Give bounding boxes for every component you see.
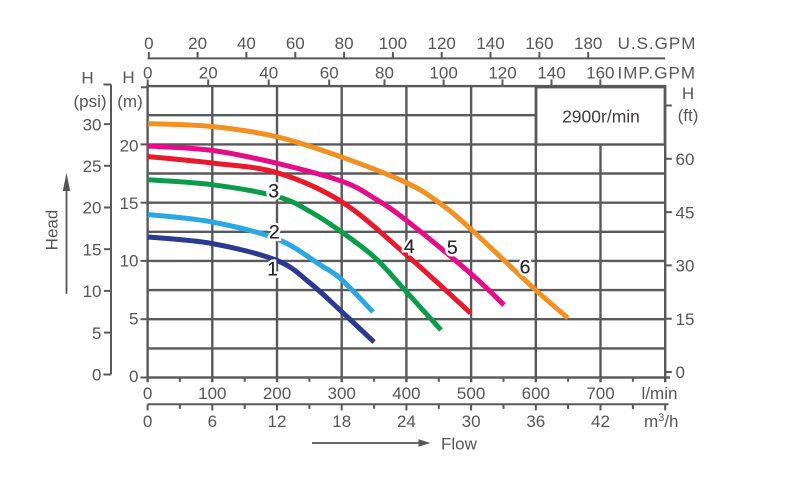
svg-text:6: 6: [520, 257, 531, 279]
svg-text:H: H: [122, 68, 134, 87]
svg-text:200: 200: [263, 384, 291, 403]
svg-text:0: 0: [92, 366, 101, 385]
svg-text:24: 24: [397, 412, 416, 431]
svg-text:15: 15: [120, 194, 139, 213]
svg-text:20: 20: [120, 136, 139, 155]
svg-text:1: 1: [267, 259, 278, 281]
svg-text:15: 15: [676, 310, 695, 329]
svg-text:18: 18: [332, 412, 351, 431]
svg-text:160: 160: [586, 64, 614, 83]
svg-text:0: 0: [143, 384, 152, 403]
svg-text:10: 10: [120, 252, 139, 271]
svg-text:(m): (m): [117, 92, 142, 111]
svg-text:140: 140: [476, 34, 504, 53]
svg-text:45: 45: [676, 203, 695, 222]
svg-text:20: 20: [188, 34, 207, 53]
svg-text:H: H: [682, 84, 694, 103]
svg-text:500: 500: [457, 384, 485, 403]
svg-text:40: 40: [259, 64, 278, 83]
svg-text:5: 5: [447, 237, 458, 259]
svg-text:3: 3: [268, 181, 279, 203]
svg-text:120: 120: [428, 34, 456, 53]
svg-text:0: 0: [129, 367, 138, 386]
svg-text:30: 30: [676, 257, 695, 276]
svg-text:140: 140: [537, 64, 565, 83]
svg-text:60: 60: [320, 64, 339, 83]
svg-text:5: 5: [92, 324, 101, 343]
svg-text:5: 5: [447, 237, 458, 259]
svg-text:12: 12: [268, 412, 287, 431]
svg-text:30: 30: [83, 115, 102, 134]
svg-text:3: 3: [268, 181, 279, 203]
svg-text:4: 4: [404, 236, 415, 258]
svg-text:0: 0: [143, 64, 152, 83]
svg-text:180: 180: [574, 34, 602, 53]
svg-text:400: 400: [392, 384, 420, 403]
svg-text:100: 100: [198, 384, 226, 403]
svg-text:60: 60: [676, 150, 695, 169]
svg-text:300: 300: [328, 384, 356, 403]
svg-text:l/min: l/min: [642, 384, 678, 403]
svg-text:6: 6: [520, 257, 531, 279]
svg-text:700: 700: [586, 384, 614, 403]
svg-text:5: 5: [129, 309, 138, 328]
svg-text:Head: Head: [43, 210, 62, 251]
svg-text:600: 600: [522, 384, 550, 403]
svg-text:4: 4: [404, 236, 415, 258]
svg-text:42: 42: [591, 412, 610, 431]
svg-text:2: 2: [269, 221, 280, 243]
svg-text:15: 15: [83, 240, 102, 259]
svg-text:6: 6: [208, 412, 217, 431]
svg-text:H: H: [81, 69, 93, 88]
svg-text:(ft): (ft): [678, 106, 699, 125]
svg-text:2900r/min: 2900r/min: [562, 107, 640, 127]
svg-text:10: 10: [83, 282, 102, 301]
svg-text:80: 80: [375, 64, 394, 83]
svg-text:80: 80: [335, 34, 354, 53]
svg-text:36: 36: [526, 412, 545, 431]
svg-text:Flow: Flow: [441, 435, 478, 454]
svg-text:0: 0: [676, 363, 685, 382]
svg-text:20: 20: [83, 199, 102, 218]
svg-text:m3/h: m3/h: [644, 412, 678, 431]
svg-text:20: 20: [199, 64, 218, 83]
svg-text:1: 1: [267, 259, 278, 281]
svg-text:120: 120: [488, 64, 516, 83]
svg-text:0: 0: [144, 34, 153, 53]
svg-text:100: 100: [429, 64, 457, 83]
svg-text:60: 60: [286, 34, 305, 53]
svg-text:25: 25: [83, 157, 102, 176]
svg-text:160: 160: [525, 34, 553, 53]
svg-text:2: 2: [269, 221, 280, 243]
svg-text:30: 30: [462, 412, 481, 431]
svg-text:0: 0: [143, 412, 152, 431]
svg-text:40: 40: [237, 34, 256, 53]
svg-text:100: 100: [379, 34, 407, 53]
svg-text:(psi): (psi): [73, 92, 106, 111]
svg-text:IMP.GPM: IMP.GPM: [618, 64, 696, 83]
svg-text:U.S.GPM: U.S.GPM: [618, 34, 697, 53]
